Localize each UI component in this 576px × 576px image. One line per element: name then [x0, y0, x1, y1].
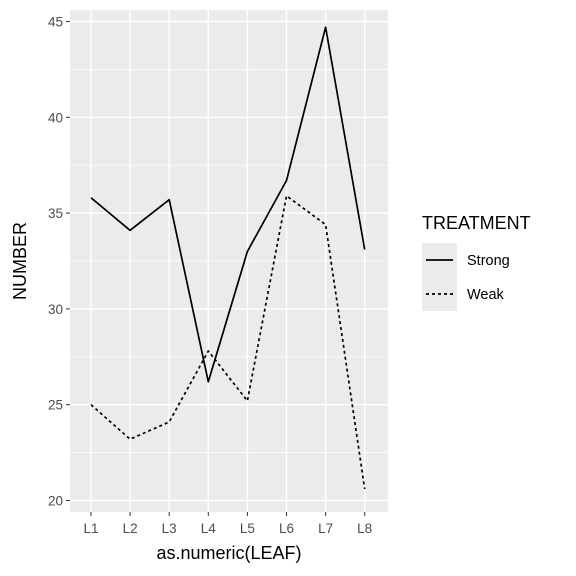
series-line-strong	[90, 26, 366, 383]
y-tick-label: 35	[48, 206, 63, 221]
legend-label-weak: Weak	[467, 287, 505, 303]
x-tick-label: L1	[83, 521, 98, 536]
x-tick-label: L8	[357, 521, 372, 536]
y-tick-label: 30	[48, 302, 63, 317]
series-lines	[90, 26, 366, 490]
series-line-weak	[90, 195, 366, 490]
x-tick-label: L5	[240, 521, 255, 536]
y-tick-label: 25	[48, 398, 63, 413]
y-tick-label: 40	[48, 110, 63, 125]
y-axis: 20 25 30 35 40 45	[48, 14, 70, 509]
x-tick-label: L6	[279, 521, 294, 536]
legend: TREATMENT Strong Weak	[422, 213, 531, 311]
legend-label-strong: Strong	[467, 253, 510, 269]
x-tick-label: L7	[318, 521, 333, 536]
x-tick-label: L4	[201, 521, 217, 536]
x-axis-title: as.numeric(LEAF)	[156, 543, 301, 563]
legend-title: TREATMENT	[422, 213, 531, 233]
y-tick-label: 20	[48, 494, 63, 509]
legend-items: Strong Weak	[422, 243, 510, 311]
x-tick-label: L2	[123, 521, 138, 536]
major-gridlines	[70, 10, 388, 512]
minor-gridlines	[70, 69, 388, 453]
x-tick-label: L3	[162, 521, 177, 536]
x-axis: L1 L2 L3 L4 L5 L6 L7 L8	[83, 512, 372, 536]
y-tick-label: 45	[48, 14, 63, 29]
y-axis-title: NUMBER	[10, 222, 30, 300]
